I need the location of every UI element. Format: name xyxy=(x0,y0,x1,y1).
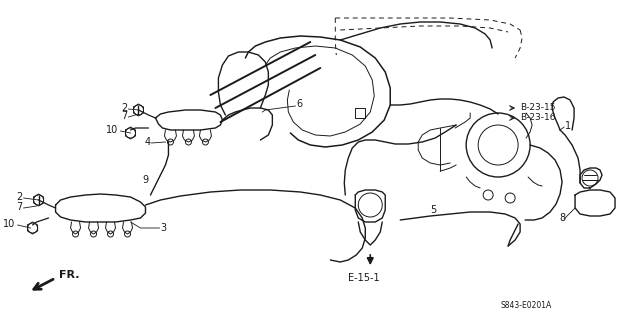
Text: E-15-1: E-15-1 xyxy=(348,273,380,283)
Text: 2: 2 xyxy=(17,192,22,202)
Text: S843-E0201A: S843-E0201A xyxy=(500,300,552,309)
Text: 5: 5 xyxy=(430,205,436,215)
Text: 8: 8 xyxy=(559,213,565,223)
Text: 1: 1 xyxy=(565,121,571,131)
Text: 3: 3 xyxy=(161,223,166,233)
Text: 10: 10 xyxy=(106,125,118,135)
Text: 2: 2 xyxy=(121,103,127,113)
Text: 7: 7 xyxy=(121,111,127,121)
Text: B-23-15: B-23-15 xyxy=(520,103,556,113)
Text: B-23-16: B-23-16 xyxy=(520,114,556,122)
Text: 6: 6 xyxy=(296,99,303,109)
Text: 10: 10 xyxy=(3,219,15,229)
Text: 9: 9 xyxy=(142,175,148,185)
Text: 7: 7 xyxy=(17,202,22,212)
Text: FR.: FR. xyxy=(59,270,79,280)
Text: 4: 4 xyxy=(145,137,150,147)
